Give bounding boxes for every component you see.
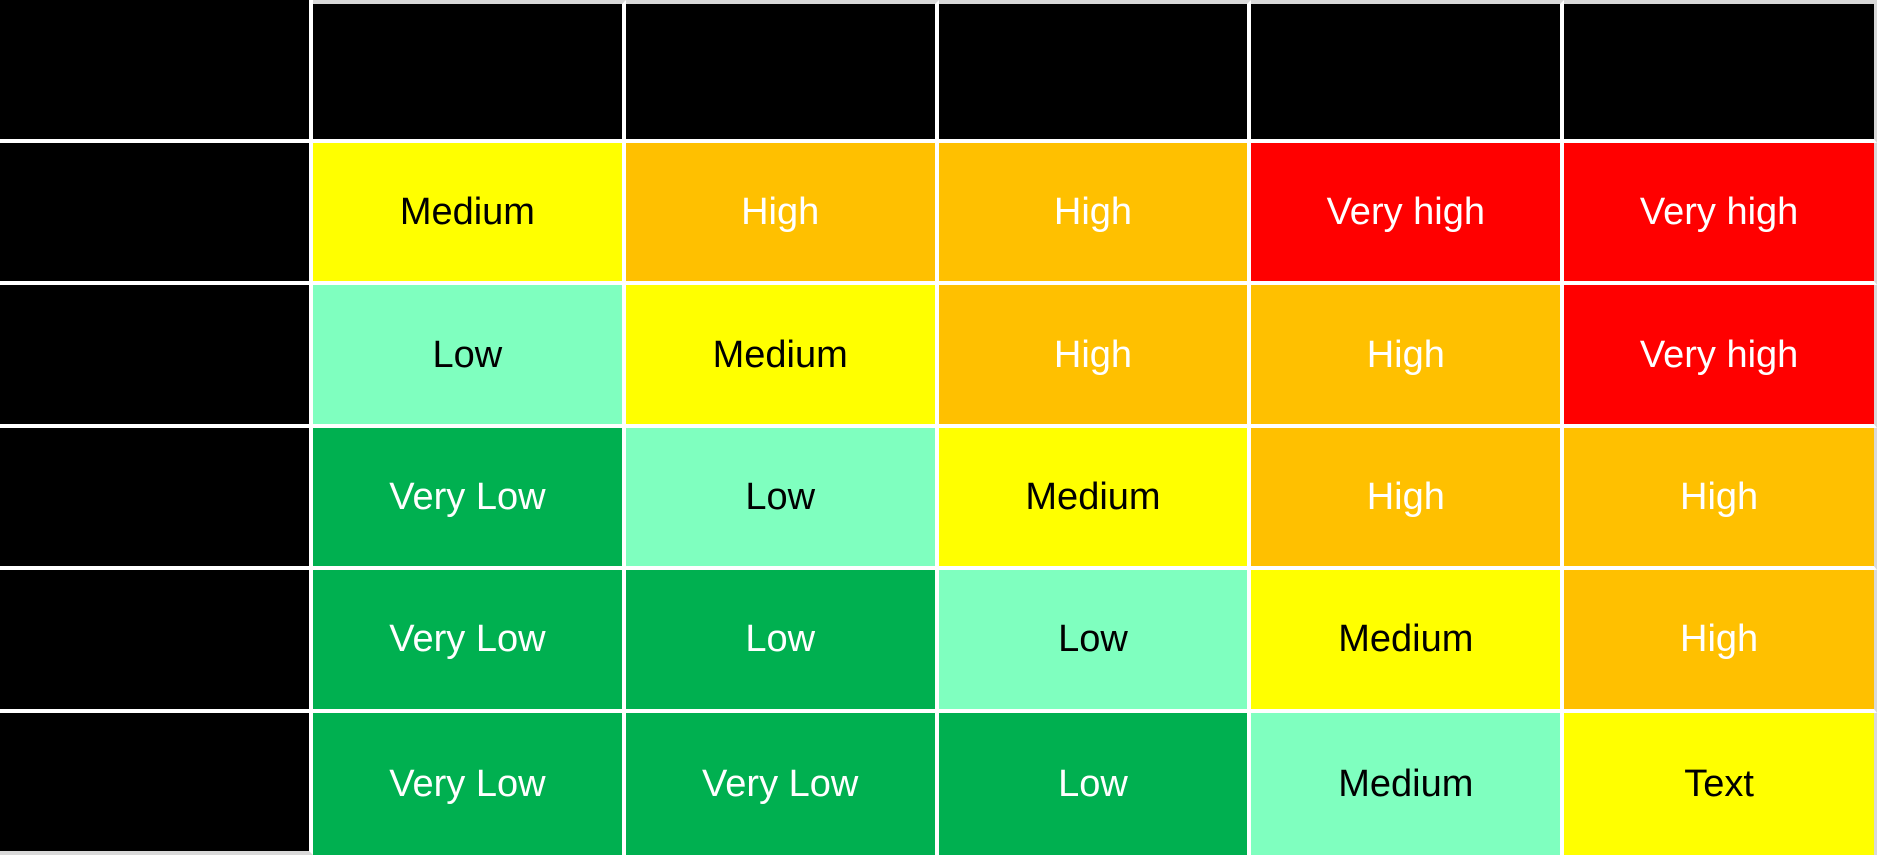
matrix-cell: Very Low — [313, 570, 626, 713]
matrix-cell: High — [1251, 427, 1565, 571]
matrix-cell: Medium — [1251, 712, 1565, 855]
column-header-cell — [625, 0, 939, 143]
matrix-cell: Very high — [1564, 143, 1877, 286]
matrix-cell: Medium — [313, 143, 626, 286]
row-header-cell — [0, 712, 313, 855]
column-header-cell — [1564, 0, 1877, 143]
matrix-cell: Very Low — [313, 712, 626, 855]
corner-cell — [0, 0, 313, 143]
matrix-cell: Medium — [1251, 570, 1565, 713]
matrix-cell: Very Low — [313, 427, 626, 571]
matrix-cell: Low — [938, 712, 1252, 855]
matrix-cell: Low — [313, 285, 626, 428]
matrix-cell: Low — [625, 570, 939, 713]
matrix-cell: High — [625, 143, 939, 286]
matrix-cell: Low — [938, 570, 1252, 713]
matrix-cell: Low — [625, 427, 939, 571]
column-header-cell — [938, 0, 1252, 143]
row-header-cell — [0, 570, 313, 713]
matrix-cell: Text — [1564, 712, 1877, 855]
matrix-cell: Medium — [625, 285, 939, 428]
column-header-cell — [1251, 0, 1565, 143]
matrix-cell: Very Low — [625, 712, 939, 855]
matrix-cell: High — [1564, 427, 1877, 571]
matrix-cell: High — [938, 285, 1252, 428]
column-header-cell — [313, 0, 626, 143]
row-header-cell — [0, 143, 313, 286]
matrix-cell: High — [1251, 285, 1565, 428]
matrix-cell: High — [1564, 570, 1877, 713]
matrix-cell: Medium — [938, 427, 1252, 571]
matrix-cell: High — [938, 143, 1252, 286]
row-header-cell — [0, 427, 313, 571]
matrix-cell: Very high — [1564, 285, 1877, 428]
matrix-cell: Very high — [1251, 143, 1565, 286]
row-header-cell — [0, 285, 313, 428]
